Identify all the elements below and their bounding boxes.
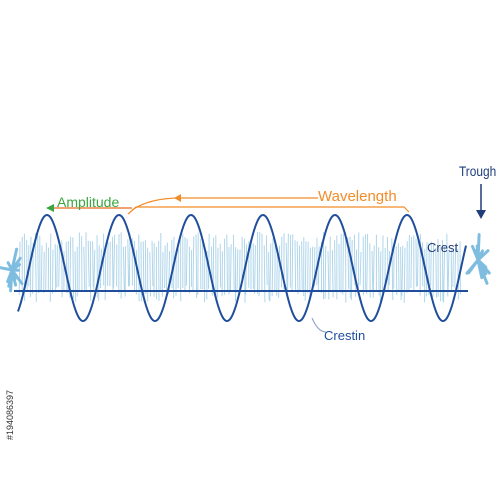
crestin-label: Crestin — [324, 328, 365, 343]
wavelength-line — [131, 197, 318, 211]
splash — [0, 247, 24, 293]
trough-label: Trough — [459, 163, 496, 179]
wavelength-arrow — [174, 194, 181, 202]
crestin-pointer — [311, 317, 327, 333]
trough-arrow-head — [476, 210, 486, 219]
water-texture — [0, 231, 491, 303]
watermark-id: #194086397 — [5, 390, 15, 440]
splash — [465, 233, 491, 285]
sine-wave — [17, 213, 467, 323]
amplitude-label: Amplitude — [57, 194, 119, 210]
amplitude-arrow — [46, 204, 54, 212]
crest-label: Crest — [427, 240, 458, 255]
water-strokes — [18, 231, 461, 303]
wavelength-label: Wavelength — [318, 188, 397, 205]
wavelength-bracket — [127, 206, 410, 215]
